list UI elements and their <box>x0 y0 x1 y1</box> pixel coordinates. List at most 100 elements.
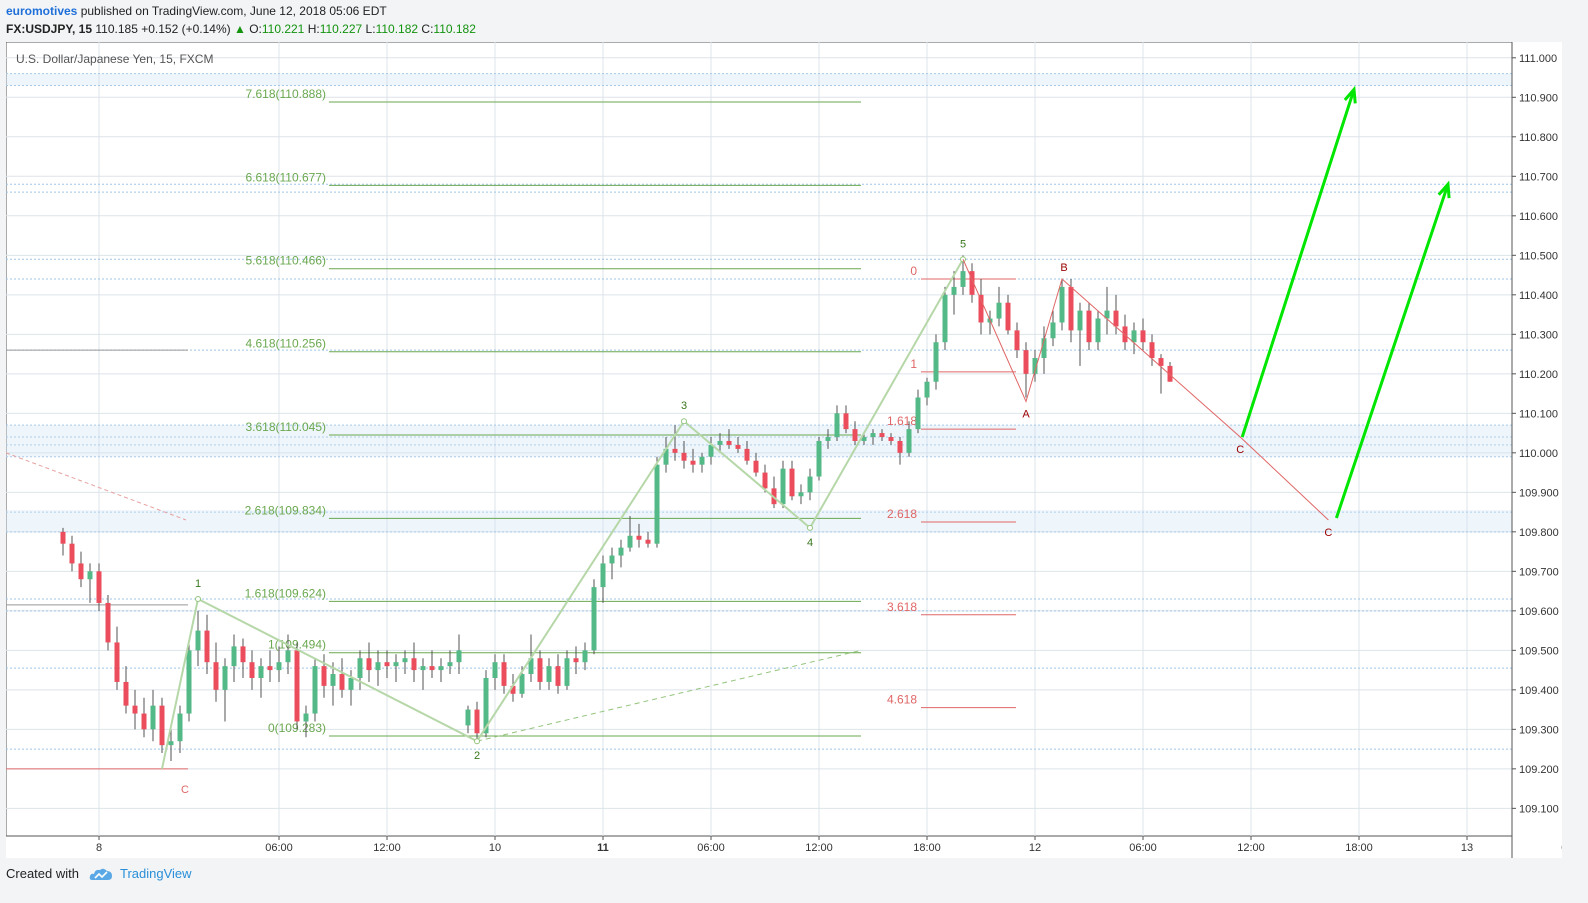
candle-up <box>438 666 444 671</box>
candle-up <box>186 650 192 714</box>
candle-up <box>285 650 291 663</box>
candle-down <box>744 448 750 461</box>
candle-down <box>501 662 507 686</box>
y-tick-label: 109.800 <box>1519 527 1559 539</box>
candle-up <box>447 662 453 667</box>
candle-up <box>870 433 876 438</box>
candle-down <box>555 666 561 686</box>
candle-up <box>600 563 606 588</box>
low-value: 110.182 <box>375 22 419 36</box>
candle-down <box>1158 358 1164 366</box>
tradingview-brand-link[interactable]: TradingView <box>120 866 192 881</box>
candle-up <box>591 587 597 651</box>
candle-up <box>231 646 237 667</box>
candle-down <box>1068 286 1074 331</box>
candle-up <box>303 713 309 722</box>
candle-down <box>321 666 327 686</box>
candle-down <box>735 444 741 449</box>
candle-down <box>366 658 372 671</box>
correction-label: C <box>181 784 189 796</box>
open-value: 110.221 <box>261 22 305 36</box>
candle-up <box>357 658 363 678</box>
x-tick-label: 8 <box>96 842 102 854</box>
candle-up <box>1095 318 1101 343</box>
wave-point <box>807 524 813 531</box>
x-tick-label: 06:00 <box>697 842 725 854</box>
candle-down <box>879 433 885 438</box>
y-tick-label: 110.600 <box>1519 211 1558 223</box>
fib-label-red: 2.618 <box>887 507 917 521</box>
candle-up <box>519 674 525 694</box>
candle-down <box>888 437 894 441</box>
y-tick-label: 111.000 <box>1519 53 1557 65</box>
y-tick-label: 109.200 <box>1519 764 1559 776</box>
candle-down <box>1140 330 1146 343</box>
candle-up <box>1077 310 1083 331</box>
candle-up <box>312 666 318 714</box>
up-triangle-icon: ▲ <box>230 22 250 36</box>
candle-down <box>159 705 165 746</box>
y-tick-label: 110.000 <box>1519 448 1558 460</box>
candle-up <box>168 741 174 746</box>
candle-up <box>1050 322 1056 339</box>
candle-up <box>1104 310 1110 319</box>
candle-up <box>708 444 714 457</box>
author-link[interactable]: euromotives <box>6 4 78 18</box>
candle-down <box>1167 365 1173 382</box>
change-value: +0.152 (+0.14%) <box>141 22 231 36</box>
candle-up <box>807 476 813 493</box>
candle-down <box>1149 342 1155 359</box>
candle-down <box>204 630 210 663</box>
ohlc-header: FX:USDJPY, 15 110.185 +0.152 (+0.14%) ▲ … <box>6 22 476 36</box>
candle-down <box>123 681 129 706</box>
candle-down <box>681 452 687 461</box>
candle-up <box>375 662 381 671</box>
fib-label-red: 0 <box>910 264 917 278</box>
candle-up <box>1131 330 1137 343</box>
fib-label-red: 1.618 <box>887 414 917 428</box>
candle-down <box>294 650 300 722</box>
high-value: 110.227 <box>319 22 363 36</box>
fib-label-green: 7.618(110.888) <box>245 87 326 101</box>
tradingview-logo-icon[interactable] <box>89 868 113 882</box>
candle-up <box>1041 338 1047 359</box>
x-tick-label: 13 <box>1461 842 1473 854</box>
footer: Created with TradingView <box>6 866 192 882</box>
candle-up <box>87 571 93 580</box>
created-with-label: Created with <box>6 866 79 881</box>
y-tick-label: 109.100 <box>1519 803 1559 815</box>
x-tick-label: 06:00 <box>1129 842 1157 854</box>
candle-down <box>411 658 417 671</box>
candle-up <box>816 440 822 477</box>
plot-area <box>6 42 1513 837</box>
candle-up <box>465 709 471 726</box>
candle-down <box>1113 310 1119 327</box>
candle-down <box>645 539 651 544</box>
candle-down <box>105 602 111 643</box>
candle-down <box>978 294 984 323</box>
x-tick-label: 10 <box>489 842 501 854</box>
wave-trend-line <box>476 649 862 742</box>
projection-arrow-head <box>1437 180 1451 199</box>
y-tick-label: 110.800 <box>1519 132 1558 144</box>
fib-label-red: 4.618 <box>887 693 917 707</box>
fib-label-red: 1 <box>910 357 917 371</box>
candle-up <box>609 555 615 564</box>
candle-down <box>132 705 138 714</box>
candle-down <box>69 543 75 564</box>
price-chart[interactable]: 7.618(110.888) 6.618(110.677) 5.618(110.46… <box>6 42 1562 858</box>
wave-point <box>681 418 687 425</box>
candle-up <box>717 440 723 445</box>
candle-up <box>654 464 660 544</box>
correction-label: C <box>1324 527 1332 539</box>
candle-down <box>96 571 102 603</box>
fib-label-green: 4.618(110.256) <box>245 337 326 351</box>
wave-point <box>960 256 966 263</box>
candle-down <box>1005 302 1011 331</box>
wave-point <box>195 595 201 602</box>
candle-up <box>834 413 840 438</box>
candle-down <box>897 440 903 453</box>
y-tick-label: 110.100 <box>1519 408 1558 420</box>
candle-up <box>798 492 804 497</box>
fib-label-green: 3.618(110.045) <box>245 420 326 434</box>
